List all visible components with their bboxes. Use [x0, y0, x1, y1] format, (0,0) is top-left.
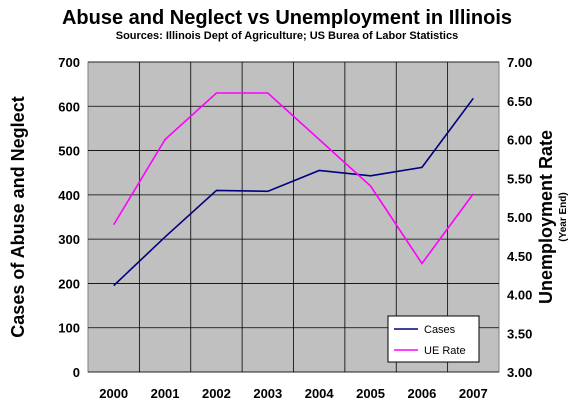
legend-box [387, 315, 480, 363]
y2-tick-label: 3.50 [507, 326, 532, 341]
y2-tick-label: 3.00 [507, 365, 532, 380]
y-tick-label: 100 [58, 321, 80, 336]
y2-tick-label: 4.00 [507, 288, 532, 303]
y-tick-label: 600 [58, 99, 80, 114]
series-lines [113, 92, 474, 287]
y2-tick-label: 6.00 [507, 133, 532, 148]
x-tick-label: 2004 [305, 386, 335, 401]
x-tick-label: 2000 [99, 386, 128, 401]
chart-title: Abuse and Neglect vs Unemployment in Ill… [62, 7, 512, 29]
y2-axis-ticks: 3.00 3.50 4.00 4.50 5.00 5.50 6.00 6.50 7.00 [507, 55, 532, 380]
x-tick-label: 2003 [253, 386, 282, 401]
y-axis-ticks: 0 100 200 300 400 500 600 700 [58, 55, 80, 380]
y-tick-label: 300 [58, 232, 80, 247]
y2-axis-subtitle: (Year End) [558, 192, 569, 241]
x-tick-label: 2007 [459, 386, 488, 401]
y-tick-label: 500 [58, 144, 80, 159]
y-tick-label: 400 [58, 188, 80, 203]
series-line-cases [113, 97, 474, 287]
x-axis-ticks: 2000 2001 2002 2003 2004 2005 2006 2007 [99, 386, 488, 401]
legend-label-cases: Cases [424, 324, 456, 336]
x-tick-label: 2001 [151, 386, 180, 401]
y-tick-label: 0 [73, 365, 80, 380]
y2-tick-label: 5.50 [507, 171, 532, 186]
y-tick-label: 700 [58, 55, 80, 70]
gridlines [88, 61, 499, 373]
y2-tick-label: 4.50 [507, 249, 532, 264]
legend-label-ue-rate: UE Rate [424, 345, 466, 357]
y2-axis-title: Unemployment Rate [536, 130, 556, 304]
legend: Cases UE Rate [387, 315, 480, 363]
x-tick-label: 2006 [407, 386, 436, 401]
y-tick-label: 200 [58, 276, 80, 291]
y2-tick-label: 5.00 [507, 210, 532, 225]
y2-tick-label: 7.00 [507, 55, 532, 70]
y-axis-title: Cases of Abuse and Neglect [8, 96, 28, 337]
x-tick-label: 2005 [356, 386, 385, 401]
y2-tick-label: 6.50 [507, 94, 532, 109]
chart-subtitle: Sources: Illinois Dept of Agriculture; U… [116, 30, 458, 42]
series-line-ue-rate [113, 92, 474, 265]
x-tick-label: 2002 [202, 386, 231, 401]
